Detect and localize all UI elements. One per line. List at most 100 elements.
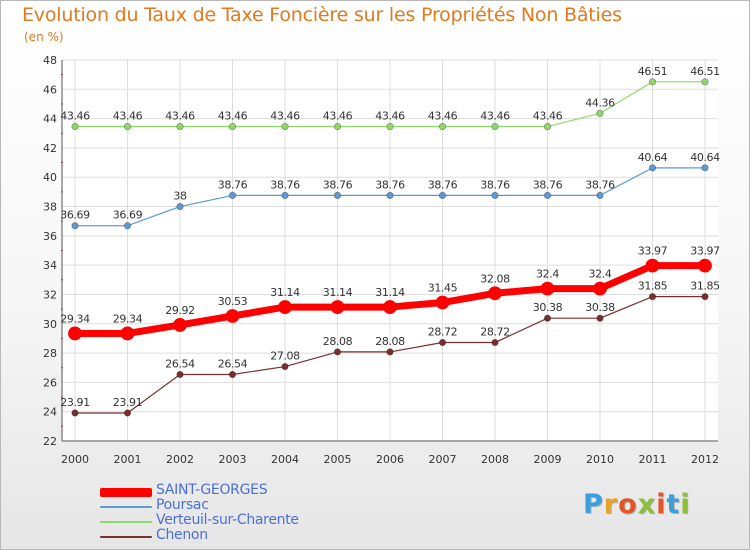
- data-point: [543, 122, 552, 131]
- data-label: 29.34: [113, 312, 143, 325]
- y-tick-label: 38: [43, 201, 57, 214]
- data-label: 26.54: [218, 357, 248, 370]
- data-point: [386, 348, 394, 356]
- data-label: 23.91: [60, 396, 90, 409]
- data-label: 38.76: [270, 178, 300, 191]
- logo-letter: t: [666, 489, 681, 520]
- x-tick-label: 2011: [639, 453, 667, 466]
- data-point: [435, 295, 450, 310]
- data-point: [648, 293, 657, 301]
- x-tick-label: 2002: [166, 453, 194, 466]
- data-point: [540, 281, 555, 296]
- data-label: 36.69: [60, 209, 90, 222]
- data-label: 28.72: [428, 326, 458, 339]
- data-label: 38.76: [218, 178, 248, 191]
- x-tick-label: 2007: [429, 453, 457, 466]
- data-point: [71, 409, 79, 417]
- data-point: [228, 370, 237, 379]
- data-label: 43.46: [218, 110, 248, 123]
- y-tick-label: 22: [43, 435, 57, 448]
- data-label: 30.38: [533, 301, 563, 314]
- data-label: 38.76: [428, 178, 458, 191]
- legend-label: SAINT-GEORGES: [156, 482, 268, 498]
- data-point: [386, 122, 394, 131]
- data-label: 43.46: [113, 110, 143, 123]
- data-label: 31.85: [690, 280, 720, 293]
- y-tick-label: 44: [43, 113, 57, 126]
- data-point: [698, 258, 712, 273]
- data-label: 38.76: [323, 178, 353, 191]
- data-point: [491, 338, 499, 347]
- data-label: 33.97: [690, 245, 720, 258]
- data-label: 31.14: [270, 286, 300, 299]
- x-tick-label: 2004: [271, 453, 299, 466]
- data-point: [123, 222, 132, 230]
- data-label: 38.76: [533, 178, 563, 191]
- logo-letter: o: [618, 489, 638, 520]
- chart-title: Evolution du Taux de Taxe Foncière sur l…: [22, 4, 622, 26]
- data-point: [648, 78, 657, 86]
- data-point: [123, 122, 132, 131]
- data-point: [491, 191, 499, 200]
- data-point: [278, 300, 292, 314]
- y-tick-label: 24: [43, 406, 57, 419]
- data-label: 46.51: [690, 65, 720, 78]
- data-label: 31.14: [375, 286, 405, 299]
- x-tick-label: 2006: [376, 453, 404, 466]
- logo-letter: i: [680, 489, 691, 520]
- data-label: 43.46: [270, 110, 300, 123]
- data-point: [71, 222, 79, 230]
- y-tick-label: 26: [43, 376, 57, 389]
- x-tick-label: 2010: [586, 453, 614, 466]
- data-label: 43.46: [533, 110, 563, 123]
- data-label: 43.46: [323, 110, 353, 123]
- data-point: [701, 293, 709, 301]
- chart-subtitle: (en %): [24, 30, 64, 44]
- data-point: [491, 122, 499, 131]
- data-point: [228, 122, 237, 131]
- data-label: 43.46: [480, 110, 510, 123]
- data-label: 46.51: [638, 65, 668, 78]
- data-label: 38.76: [375, 178, 405, 191]
- data-point: [648, 164, 657, 172]
- data-point: [333, 191, 342, 200]
- data-label: 31.85: [638, 280, 668, 293]
- data-label: 32.4: [589, 268, 612, 281]
- y-tick-label: 40: [43, 171, 57, 184]
- data-label: 43.46: [60, 110, 90, 123]
- data-point: [120, 326, 135, 341]
- data-point: [386, 191, 394, 200]
- logo-letter: r: [603, 489, 619, 520]
- data-label: 31.45: [428, 282, 458, 295]
- legend-label: Poursac: [156, 497, 209, 513]
- data-label: 43.46: [165, 110, 195, 123]
- data-point: [281, 191, 289, 200]
- data-point: [173, 318, 187, 332]
- logo-letter: i: [656, 489, 667, 520]
- x-tick-label: 2003: [219, 453, 247, 466]
- data-point: [438, 122, 447, 131]
- y-tick-label: 30: [43, 318, 57, 331]
- legend-swatch: [100, 536, 152, 538]
- data-label: 33.97: [638, 245, 668, 258]
- logo-letter: x: [637, 489, 657, 520]
- data-point: [383, 300, 397, 314]
- data-point: [701, 78, 709, 86]
- data-label: 28.08: [375, 335, 405, 348]
- data-point: [71, 122, 79, 131]
- data-label: 26.54: [165, 357, 195, 370]
- legend-label: Chenon: [156, 527, 208, 543]
- data-label: 30.38: [585, 301, 615, 314]
- data-point: [543, 191, 552, 200]
- x-tick-label: 2012: [691, 453, 719, 466]
- data-point: [593, 281, 607, 296]
- x-tick-label: 2009: [534, 453, 562, 466]
- data-point: [176, 122, 184, 131]
- y-tick-label: 34: [43, 259, 57, 272]
- data-label: 40.64: [690, 151, 720, 164]
- proxiti-logo: Proxiti: [583, 489, 691, 520]
- data-point: [281, 122, 289, 131]
- data-label: 43.46: [428, 110, 458, 123]
- data-label: 43.46: [375, 110, 405, 123]
- x-tick-label: 2005: [324, 453, 352, 466]
